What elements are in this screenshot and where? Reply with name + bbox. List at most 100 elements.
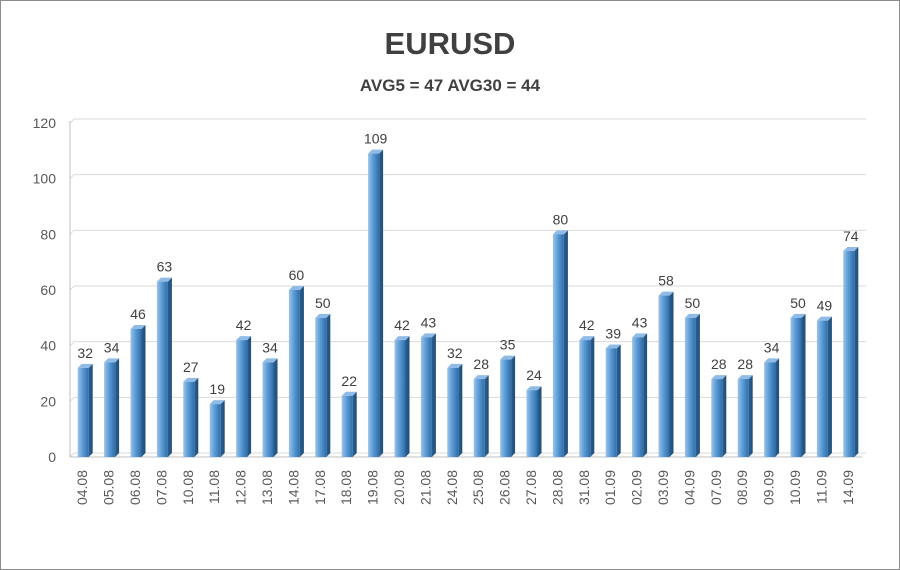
bar xyxy=(632,333,648,457)
bar-top xyxy=(816,316,832,321)
bar-front xyxy=(816,320,828,457)
bar-side xyxy=(326,313,331,457)
data-label: 39 xyxy=(605,325,621,341)
bar-side xyxy=(827,316,832,457)
bar xyxy=(764,358,780,457)
bar-front xyxy=(579,340,591,457)
x-tick-label: 18.08 xyxy=(338,470,354,505)
bar xyxy=(790,313,806,457)
gridline-depth xyxy=(69,118,75,124)
bar-top xyxy=(420,333,436,338)
data-label: 49 xyxy=(817,298,833,314)
bar xyxy=(473,375,489,457)
bar-top xyxy=(737,375,753,380)
bar-top xyxy=(790,313,806,318)
bar-top xyxy=(183,377,199,382)
bar-front xyxy=(790,317,802,457)
bar xyxy=(394,336,410,457)
data-label: 22 xyxy=(341,373,357,389)
bar-side xyxy=(220,400,225,457)
bar-front xyxy=(764,362,776,457)
bar-side xyxy=(775,358,780,457)
bar-top xyxy=(77,363,93,368)
bar-top xyxy=(658,291,674,296)
bar-side xyxy=(511,355,516,457)
bar-side xyxy=(854,247,859,457)
x-tick-label: 14.09 xyxy=(840,470,856,505)
bar-side xyxy=(722,375,727,457)
bar-front xyxy=(473,379,485,457)
data-label: 43 xyxy=(632,314,648,330)
gridline-depth xyxy=(69,396,75,402)
bar-top xyxy=(605,344,621,349)
x-tick-label: 13.08 xyxy=(259,470,275,505)
gridlines xyxy=(69,118,866,458)
bar xyxy=(579,336,595,457)
x-tick-label: 10.09 xyxy=(787,470,803,505)
bar xyxy=(262,358,278,457)
bar xyxy=(236,336,252,457)
x-tick-label: 27.08 xyxy=(523,470,539,505)
bar xyxy=(684,313,700,457)
bar xyxy=(209,400,225,457)
bar-side xyxy=(458,363,463,457)
bar-top xyxy=(684,313,700,318)
bar-front xyxy=(526,390,538,457)
bar-front xyxy=(684,317,696,457)
x-tick-label: 02.09 xyxy=(629,470,645,505)
data-label: 42 xyxy=(579,317,595,333)
data-label: 28 xyxy=(473,356,489,372)
bar-side xyxy=(194,377,199,457)
bar-top xyxy=(500,355,516,360)
bar-top xyxy=(473,375,489,380)
bar-front xyxy=(368,153,380,457)
data-label: 46 xyxy=(130,306,146,322)
bar-side xyxy=(141,324,146,457)
data-label: 34 xyxy=(764,339,780,355)
bar xyxy=(77,363,93,457)
data-label: 50 xyxy=(315,295,331,311)
bar-top xyxy=(394,336,410,341)
data-label: 80 xyxy=(553,211,569,227)
gridline-depth xyxy=(69,285,75,291)
x-tick-label: 28.08 xyxy=(549,470,565,505)
bar-front xyxy=(552,234,564,457)
bar-top xyxy=(262,358,278,363)
bar xyxy=(500,355,516,457)
data-label: 60 xyxy=(289,267,305,283)
bar-side xyxy=(405,336,410,457)
bars xyxy=(77,149,859,457)
bar-top xyxy=(341,391,357,396)
bar-side xyxy=(352,391,357,457)
x-tick-label: 06.08 xyxy=(127,470,143,505)
data-label: 74 xyxy=(843,228,859,244)
bar xyxy=(315,313,331,457)
bar-side xyxy=(669,291,674,457)
x-tick-label: 12.08 xyxy=(233,470,249,505)
bar xyxy=(341,391,357,457)
bar-front xyxy=(183,381,195,457)
bar-top xyxy=(236,336,252,341)
bar xyxy=(658,291,674,457)
gridline-depth xyxy=(69,174,75,180)
bar-front xyxy=(420,337,432,457)
y-tick-label: 0 xyxy=(48,449,56,465)
bar-front xyxy=(658,295,670,457)
bar-top xyxy=(156,277,172,282)
data-label: 24 xyxy=(526,367,542,383)
bar-side xyxy=(431,333,436,457)
bar-front xyxy=(288,290,300,457)
data-labels: 32 34 46 63 27 19 42 34 60 50 22 109 42 43 32 28 35 24 80 4… xyxy=(77,131,858,398)
x-tick-label: 07.08 xyxy=(153,470,169,505)
bar-top xyxy=(632,333,648,338)
data-label: 42 xyxy=(236,317,252,333)
bar xyxy=(420,333,436,457)
x-tick-label: 11.08 xyxy=(206,470,222,504)
bar-side xyxy=(273,358,278,457)
x-tick-label: 10.08 xyxy=(180,470,196,505)
bar-front xyxy=(77,367,89,457)
x-tick-label: 07.09 xyxy=(708,470,724,505)
bar-front xyxy=(315,317,327,457)
bar-front xyxy=(605,348,617,457)
